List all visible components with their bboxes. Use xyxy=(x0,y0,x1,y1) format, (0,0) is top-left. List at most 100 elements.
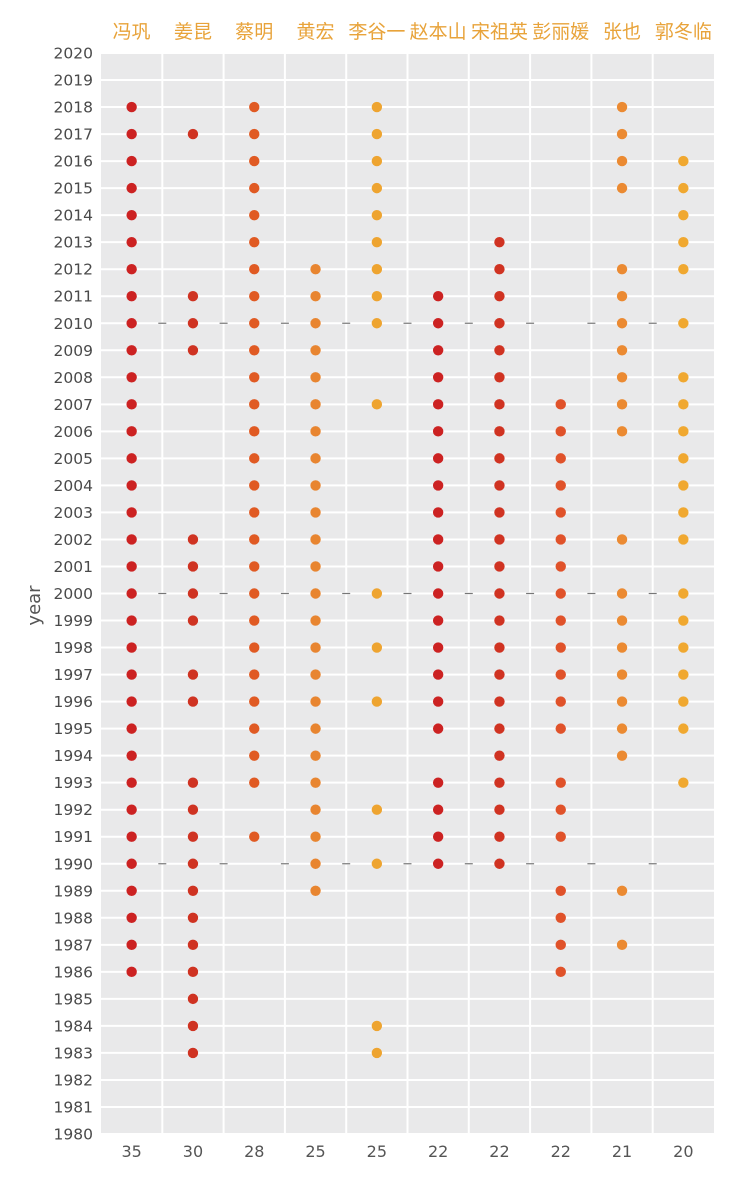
data-point xyxy=(678,372,689,383)
data-point xyxy=(126,480,137,491)
data-point xyxy=(187,696,199,707)
data-point xyxy=(249,777,260,788)
y-tick-label: 1983 xyxy=(54,1044,93,1062)
data-point xyxy=(310,750,321,761)
data-point xyxy=(310,480,321,491)
series-name-label: 黄宏 xyxy=(297,21,335,43)
data-point xyxy=(678,480,689,491)
data-point xyxy=(126,912,137,923)
data-point xyxy=(678,426,689,437)
y-tick-label: 2019 xyxy=(54,72,93,90)
y-tick-label: 2014 xyxy=(54,207,93,225)
y-tick-label: 2012 xyxy=(54,261,93,279)
data-point xyxy=(616,426,628,437)
series-name-label: 蔡明 xyxy=(235,21,273,43)
data-point xyxy=(249,128,260,140)
data-point xyxy=(310,615,321,626)
data-point xyxy=(310,858,321,869)
y-tick-label: 1993 xyxy=(54,774,93,792)
series-count-label: 22 xyxy=(489,1142,509,1161)
data-point xyxy=(310,318,321,329)
series-count-label: 21 xyxy=(612,1142,632,1161)
data-point xyxy=(678,453,689,464)
data-point xyxy=(555,534,566,545)
data-point xyxy=(187,777,199,788)
data-point xyxy=(494,507,505,518)
data-point xyxy=(494,831,505,842)
data-point xyxy=(310,399,321,410)
data-point xyxy=(126,777,137,788)
y-tick-label: 2018 xyxy=(54,99,93,117)
y-tick-label: 2017 xyxy=(54,126,93,144)
data-point xyxy=(371,858,383,869)
data-point xyxy=(187,912,199,923)
data-point xyxy=(249,453,260,464)
data-point xyxy=(371,182,383,194)
data-point xyxy=(616,345,628,356)
data-point xyxy=(678,182,689,194)
data-point xyxy=(494,345,505,356)
data-point xyxy=(432,480,444,491)
y-tick-label: 1989 xyxy=(54,882,93,900)
data-point xyxy=(126,750,137,761)
data-point xyxy=(616,128,628,140)
series-count-label: 30 xyxy=(183,1142,203,1161)
y-tick-label: 1986 xyxy=(54,963,93,981)
y-tick-label: 1998 xyxy=(54,639,93,657)
y-tick-label: 2010 xyxy=(54,315,93,333)
data-point xyxy=(187,831,199,842)
data-point xyxy=(126,561,137,572)
data-point xyxy=(432,426,444,437)
data-point xyxy=(432,372,444,383)
data-point xyxy=(249,182,260,194)
data-point xyxy=(126,209,137,221)
data-point xyxy=(310,696,321,707)
data-point xyxy=(310,453,321,464)
data-point xyxy=(249,209,260,221)
data-point xyxy=(678,264,689,275)
data-point xyxy=(616,669,628,680)
data-point xyxy=(249,588,260,599)
data-point xyxy=(432,507,444,518)
data-point xyxy=(616,101,628,113)
data-point xyxy=(494,264,505,275)
data-point xyxy=(494,291,505,302)
data-point xyxy=(678,209,689,221)
data-point xyxy=(126,588,137,599)
data-point xyxy=(126,939,137,951)
data-point xyxy=(126,507,137,518)
data-point xyxy=(494,723,505,734)
y-tick-label: 1984 xyxy=(54,1017,93,1035)
data-point xyxy=(126,345,137,356)
data-point xyxy=(126,426,137,437)
y-tick-label: 1990 xyxy=(54,855,93,873)
y-tick-label: 1981 xyxy=(54,1098,93,1116)
y-tick-label: 1980 xyxy=(54,1126,93,1144)
y-tick-label: 2020 xyxy=(54,45,93,63)
data-point xyxy=(310,291,321,302)
data-point xyxy=(555,966,566,978)
data-point xyxy=(126,723,137,734)
data-point xyxy=(555,885,566,896)
y-tick-label: 2007 xyxy=(54,396,93,414)
series-name-label: 李谷一 xyxy=(348,21,405,43)
data-point xyxy=(249,155,260,167)
y-tick-label: 2013 xyxy=(54,234,93,252)
data-point xyxy=(432,642,444,653)
data-point xyxy=(371,155,383,167)
y-tick-label: 1987 xyxy=(54,936,93,954)
data-point xyxy=(616,588,628,599)
data-point xyxy=(555,642,566,653)
data-point xyxy=(126,615,137,626)
data-point xyxy=(249,480,260,491)
data-point xyxy=(126,696,137,707)
data-point xyxy=(616,372,628,383)
y-tick-label: 2005 xyxy=(54,450,93,468)
data-point xyxy=(432,453,444,464)
data-point xyxy=(371,318,383,329)
data-point xyxy=(371,1047,383,1059)
data-point xyxy=(249,669,260,680)
data-point xyxy=(187,588,199,599)
data-point xyxy=(249,236,260,248)
data-point xyxy=(678,534,689,545)
